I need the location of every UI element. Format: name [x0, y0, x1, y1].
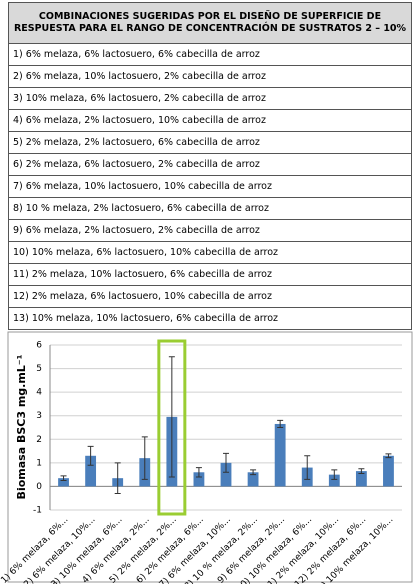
error-bar	[114, 462, 121, 494]
error-bar	[223, 452, 229, 473]
error-bar	[358, 468, 365, 474]
table-header: COMBINACIONES SUGERIDAS POR EL DISEÑO DE…	[8, 2, 412, 44]
table-cell: 13) 10% melaza, 10% lactosuero, 6% cabec…	[8, 307, 412, 330]
table-row: 1) 6% melaza, 6% lactosuero, 6% cabecill…	[8, 43, 412, 66]
table-row: 4) 6% melaza, 2% lactosuero, 10% cabecil…	[8, 109, 412, 132]
table-row: 8) 10 % melaza, 2% lactosuero, 6% cabeci…	[8, 197, 412, 220]
bar	[274, 423, 286, 487]
bar	[220, 462, 232, 487]
table-row: 7) 6% melaza, 10% lactosuero, 10% cabeci…	[8, 175, 412, 198]
table-row: 5) 2% melaza, 2% lactosuero, 6% cabecill…	[8, 131, 412, 154]
y-tick-label: 3	[36, 411, 42, 421]
table-row: 2) 6% melaza, 10% lactosuero, 2% cabecil…	[8, 65, 412, 88]
y-tick-label: 4	[36, 388, 42, 398]
table-cell: 7) 6% melaza, 10% lactosuero, 10% cabeci…	[8, 175, 412, 198]
y-tick-label: 1	[36, 458, 42, 468]
y-tick-label: 5	[36, 364, 42, 374]
bar	[193, 472, 205, 487]
error-bar	[141, 436, 148, 480]
bar	[58, 478, 69, 487]
table-row: 10) 10% melaza, 6% lactosuero, 10% cabec…	[8, 241, 412, 264]
error-bar	[385, 453, 392, 459]
bar	[247, 472, 259, 487]
table-cell: 2) 6% melaza, 10% lactosuero, 2% cabecil…	[8, 65, 412, 88]
table-row: 3) 10% melaza, 6% lactosuero, 2% cabecil…	[8, 87, 412, 110]
bar	[85, 455, 97, 487]
table-row: 9) 6% melaza, 2% lactosuero, 2% cabecill…	[8, 219, 412, 242]
combinations-table: COMBINACIONES SUGERIDAS POR EL DISEÑO DE…	[8, 2, 412, 330]
error-bar	[277, 419, 284, 428]
highlight-box	[157, 339, 187, 516]
bar	[383, 455, 394, 487]
table-cell: 10) 10% melaza, 6% lactosuero, 10% cabec…	[8, 241, 412, 264]
y-tick-label: -1	[33, 506, 42, 516]
error-bar	[304, 455, 311, 480]
table-cell: 4) 6% melaza, 2% lactosuero, 10% cabecil…	[8, 109, 412, 132]
error-bar	[195, 467, 202, 478]
error-bar	[60, 475, 67, 482]
table-row: 12) 2% melaza, 6% lactosuero, 10% cabeci…	[8, 285, 412, 308]
error-bar	[87, 445, 94, 466]
table-cell: 3) 10% melaza, 6% lactosuero, 2% cabecil…	[8, 87, 412, 110]
error-bar	[250, 469, 257, 476]
y-axis-label: Biomasa BSC3 mg.mL⁻¹	[15, 354, 28, 499]
table-row: 11) 2% melaza, 10% lactosuero, 6% cabeci…	[8, 263, 412, 286]
y-tick-label: 0	[36, 482, 42, 492]
y-tick-label: 6	[36, 341, 42, 351]
table-cell: 12) 2% melaza, 6% lactosuero, 10% cabeci…	[8, 285, 412, 308]
table-row: 6) 2% melaza, 6% lactosuero, 2% cabecill…	[8, 153, 412, 176]
bar	[328, 474, 340, 487]
table-cell: 9) 6% melaza, 2% lactosuero, 2% cabecill…	[8, 219, 412, 242]
error-bar	[168, 356, 175, 478]
y-tick-label: 2	[36, 435, 42, 445]
table-cell: 8) 10 % melaza, 2% lactosuero, 6% cabeci…	[8, 197, 412, 220]
chart-frame	[7, 331, 413, 583]
table-cell: 5) 2% melaza, 2% lactosuero, 6% cabecill…	[8, 131, 412, 154]
table-cell: 6) 2% melaza, 6% lactosuero, 2% cabecill…	[8, 153, 412, 176]
bar	[355, 471, 367, 487]
table-cell: 1) 6% melaza, 6% lactosuero, 6% cabecill…	[8, 43, 412, 66]
table-row: 13) 10% melaza, 10% lactosuero, 6% cabec…	[8, 307, 412, 330]
table-cell: 11) 2% melaza, 10% lactosuero, 6% cabeci…	[8, 263, 412, 286]
error-bar	[331, 469, 338, 480]
